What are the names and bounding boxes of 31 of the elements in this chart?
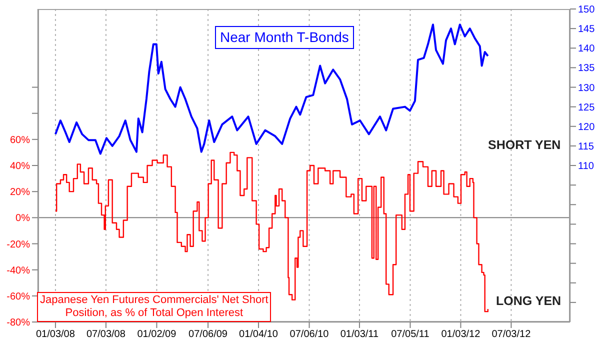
y2-tick-label: 125 — [578, 102, 596, 114]
y2-tick-label: 130 — [578, 82, 596, 94]
y2-tick-label: 115 — [578, 141, 594, 152]
annotation: SHORT YEN — [488, 138, 561, 152]
y2-tick-label: 150 — [578, 4, 596, 16]
y2-tick-label: 110 — [578, 161, 594, 172]
y-tick-label: -80% — [6, 318, 30, 329]
y-tick-label: 20% — [10, 187, 30, 198]
x-tick-label: 07/06/09 — [188, 329, 228, 340]
y2-tick-label: 145 — [578, 24, 596, 36]
x-tick-label: 01/02/09 — [137, 329, 177, 340]
y-tick-label: 0% — [16, 213, 30, 224]
y-tick-label: -60% — [6, 291, 30, 302]
annotation: LONG YEN — [496, 294, 562, 308]
y-tick-label: -40% — [6, 265, 30, 276]
y2-tick-label: 140 — [578, 44, 596, 55]
x-tick-label: 01/04/10 — [239, 329, 278, 340]
y-tick-label: 40% — [10, 161, 30, 172]
y2-tick-label: 120 — [578, 122, 596, 133]
x-tick-label: 01/03/08 — [36, 329, 76, 340]
x-tick-label: 07/03/08 — [86, 329, 126, 340]
x-tick-label: 01/03/12 — [441, 329, 481, 340]
x-tick-label: 07/03/12 — [492, 329, 532, 340]
y-tick-label: -20% — [6, 239, 30, 250]
x-tick-label: 07/05/11 — [391, 329, 430, 340]
x-tick-label: 07/06/10 — [290, 329, 330, 340]
y-tick-label: 60% — [10, 134, 30, 146]
text: Near Month T-Bonds — [220, 29, 349, 46]
series-label: Japanese Yen Futures Commercials' Net Short Position, as % of Total Open Interest — [40, 294, 268, 320]
y2-tick-label: 135 — [578, 63, 596, 74]
x-tick-label: 01/03/11 — [340, 329, 380, 340]
